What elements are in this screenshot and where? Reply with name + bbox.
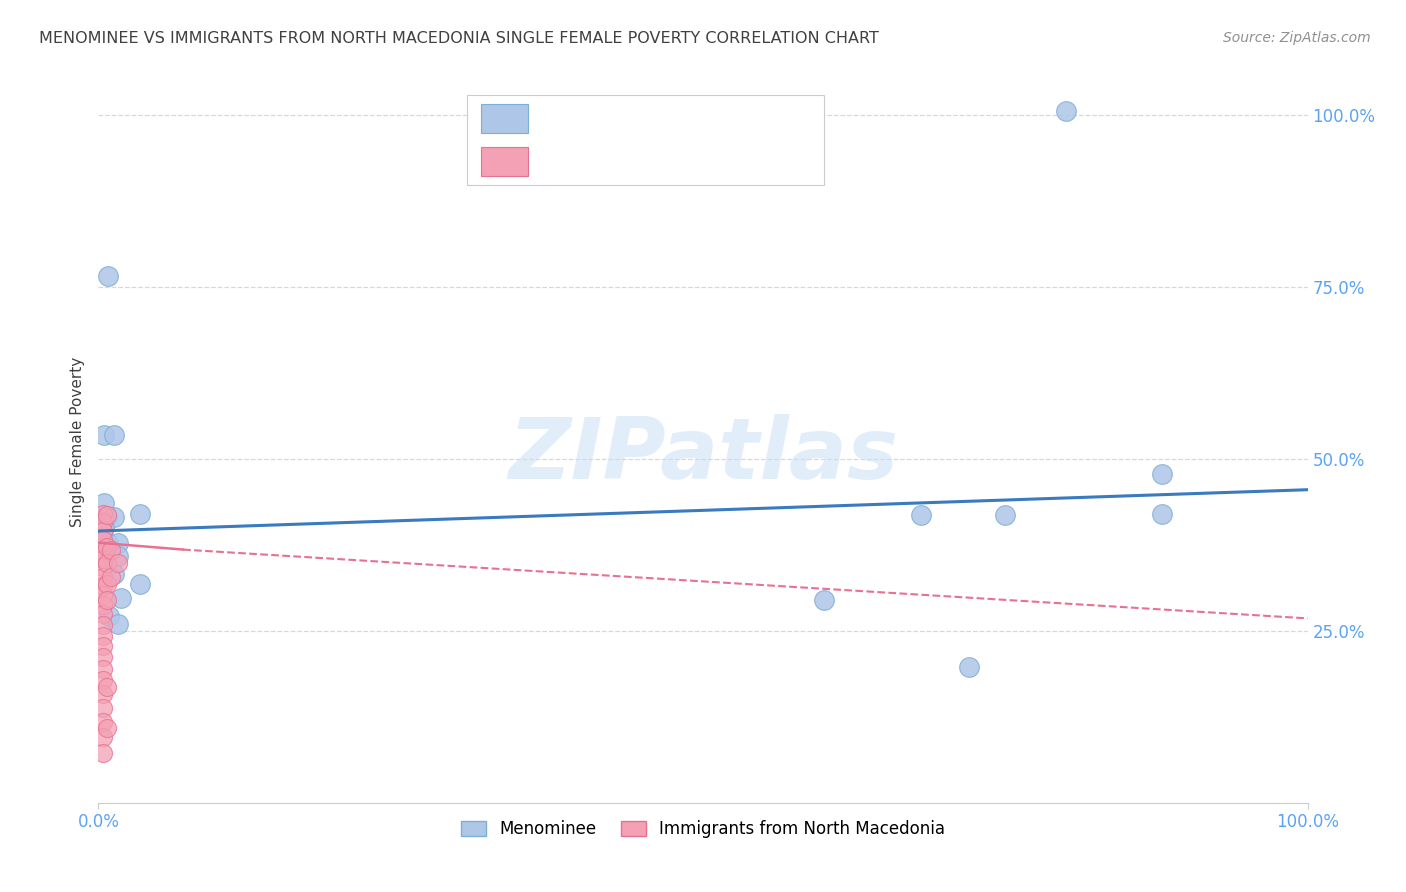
Point [96, 510, 118, 524]
Point [96, 557, 118, 571]
Point [96, 680, 118, 694]
Point [103, 567, 125, 582]
Point [1054, 104, 1077, 119]
Text: Source: ZipAtlas.com: Source: ZipAtlas.com [1223, 31, 1371, 45]
Point [91, 524, 114, 538]
Point [91, 629, 114, 643]
Point [91, 542, 114, 557]
Point [91, 588, 114, 602]
Point [91, 570, 114, 584]
Point [103, 510, 125, 524]
Y-axis label: Single Female Poverty: Single Female Poverty [69, 357, 84, 526]
Text: MENOMINEE VS IMMIGRANTS FROM NORTH MACEDONIA SINGLE FEMALE POVERTY CORRELATION C: MENOMINEE VS IMMIGRANTS FROM NORTH MACED… [39, 31, 879, 46]
Point [110, 591, 132, 605]
Point [910, 508, 932, 523]
Point [97, 535, 120, 549]
Point [96, 722, 118, 736]
Point [91, 560, 114, 574]
Point [97, 269, 120, 284]
Point [128, 577, 150, 591]
Point [91, 515, 114, 529]
Point [91, 687, 114, 701]
Point [91, 533, 114, 547]
Point [91, 639, 114, 653]
Point [91, 701, 114, 715]
Point [91, 731, 114, 745]
Point [93, 496, 115, 510]
Point [100, 570, 122, 584]
Point [91, 551, 114, 566]
Point [813, 592, 835, 607]
Point [91, 607, 114, 621]
Point [96, 592, 118, 607]
Point [100, 542, 122, 557]
Text: ZIPatlas: ZIPatlas [508, 415, 898, 498]
Point [107, 535, 129, 549]
Point [91, 618, 114, 632]
Point [96, 577, 118, 591]
Point [107, 557, 129, 571]
Point [103, 427, 125, 442]
Point [98, 608, 121, 623]
Point [91, 662, 114, 676]
Point [91, 598, 114, 612]
Point [994, 508, 1017, 523]
Point [96, 508, 118, 523]
Point [93, 520, 115, 534]
Point [107, 549, 129, 564]
Point [96, 540, 118, 554]
Point [107, 616, 129, 631]
Point [91, 507, 114, 521]
Legend: Menominee, Immigrants from North Macedonia: Menominee, Immigrants from North Macedon… [454, 814, 952, 845]
Point [957, 659, 980, 673]
Point [91, 673, 114, 688]
Point [91, 649, 114, 664]
Point [91, 746, 114, 760]
Point [1152, 507, 1174, 521]
Point [91, 579, 114, 593]
Point [1152, 467, 1174, 481]
Point [128, 507, 150, 521]
Point [93, 427, 115, 442]
Point [91, 714, 114, 729]
